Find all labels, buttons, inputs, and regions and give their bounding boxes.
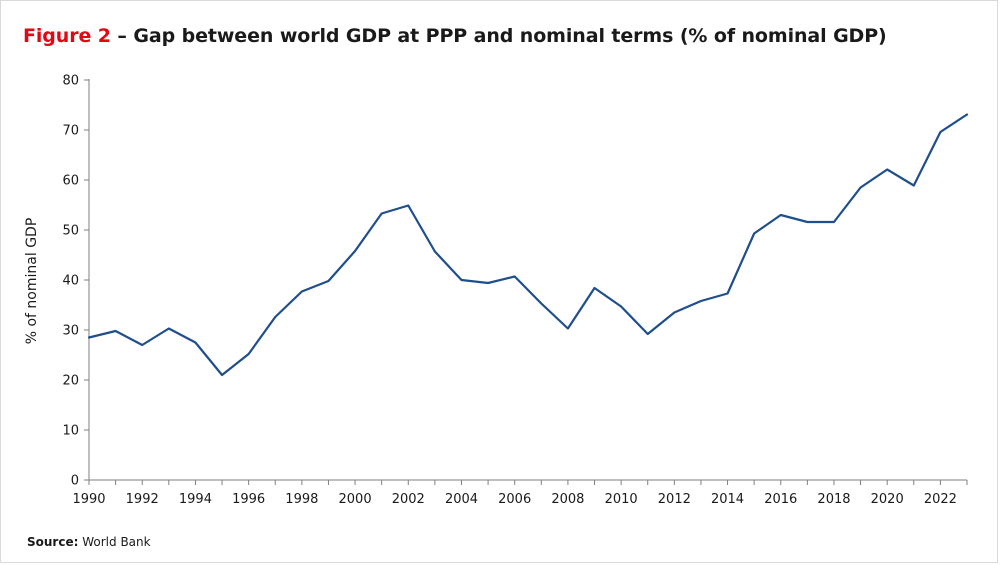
x-tick-label: 2012 bbox=[658, 492, 691, 507]
x-tick-label: 2006 bbox=[498, 492, 531, 507]
y-tick-label: 10 bbox=[62, 424, 79, 439]
y-axis-title: % of nominal GDP bbox=[24, 218, 40, 345]
y-tick-label: 0 bbox=[71, 474, 79, 489]
x-tick-label: 1992 bbox=[126, 492, 159, 507]
figure-title: Figure 2 – Gap between world GDP at PPP … bbox=[23, 25, 887, 47]
x-tick-label: 1990 bbox=[72, 492, 105, 507]
y-tick-label: 40 bbox=[62, 274, 79, 289]
x-tick-label: 1998 bbox=[285, 492, 318, 507]
series-layer bbox=[87, 113, 969, 377]
x-tick-label: 2022 bbox=[924, 492, 957, 507]
y-tick-label: 70 bbox=[62, 124, 79, 139]
x-tick-label: 2014 bbox=[711, 492, 744, 507]
figure-title-text: – Gap between world GDP at PPP and nomin… bbox=[110, 25, 887, 47]
source-label: Source: bbox=[27, 535, 79, 549]
source-value: World Bank bbox=[82, 535, 151, 549]
y-tick-label: 60 bbox=[62, 174, 79, 189]
x-tick-label: 2020 bbox=[871, 492, 904, 507]
x-tick-label: 2010 bbox=[605, 492, 638, 507]
x-tick-label: 2002 bbox=[392, 492, 425, 507]
y-tick-label: 50 bbox=[62, 224, 79, 239]
figure-number: Figure 2 bbox=[23, 25, 111, 47]
y-tick-label: 30 bbox=[62, 324, 79, 339]
x-tick-label: 2004 bbox=[445, 492, 478, 507]
y-tick-label: 80 bbox=[62, 74, 79, 89]
x-tick-label: 2000 bbox=[339, 492, 372, 507]
series-line bbox=[87, 113, 969, 377]
y-tick-label: 20 bbox=[62, 374, 79, 389]
figure-source: Source: World Bank bbox=[27, 535, 151, 549]
x-tick-label: 2018 bbox=[817, 492, 850, 507]
x-axis: 1990 1992 1994 1996 1998 2000 2002 2004 2006 2008… bbox=[72, 479, 968, 507]
x-tick-label: 2016 bbox=[764, 492, 797, 507]
y-axis: 0 10 20 30 40 50 60 70 80 bbox=[62, 74, 90, 489]
x-tick-label: 1996 bbox=[232, 492, 265, 507]
x-tick-label: 1994 bbox=[179, 492, 212, 507]
x-tick-label: 2008 bbox=[551, 492, 584, 507]
